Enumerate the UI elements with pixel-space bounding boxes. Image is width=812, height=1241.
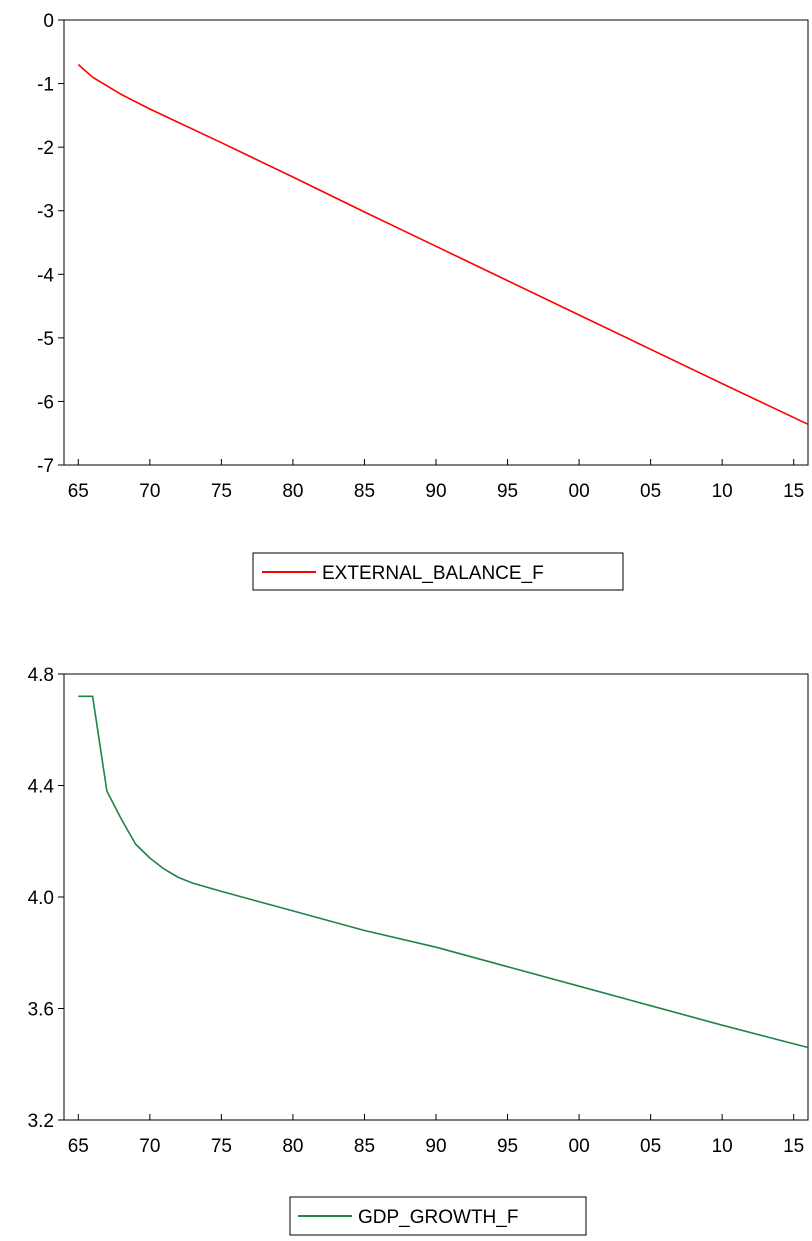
x-tick-label: 95 bbox=[497, 481, 518, 502]
y-tick-label: 4.4 bbox=[28, 777, 55, 798]
y-tick-label: -7 bbox=[37, 456, 54, 477]
series-group bbox=[77, 63, 809, 426]
y-tick-label: 4.8 bbox=[28, 665, 54, 686]
external-balance-chart: 0 -1 -2 -3 -4 -5 -6 -7 65 70 75 80 85 90 95 00 05 10 15 E… bbox=[37, 11, 809, 591]
x-tick-label: 80 bbox=[282, 481, 303, 502]
gdp-growth-chart: 4.8 4.4 4.0 3.6 3.2 65 70 75 80 85 90 95 00 05 10 15 G… bbox=[28, 665, 809, 1236]
x-axis: 65 70 75 80 85 90 95 00 05 10 15 bbox=[68, 459, 804, 502]
y-tick-label: -5 bbox=[37, 329, 54, 350]
x-tick-label: 85 bbox=[354, 481, 375, 502]
x-tick-label: 75 bbox=[211, 1136, 232, 1157]
x-tick-label: 90 bbox=[425, 1136, 446, 1157]
x-tick-label: 90 bbox=[425, 481, 446, 502]
legend: EXTERNAL_BALANCE_F bbox=[252, 552, 624, 591]
y-tick-label: -4 bbox=[37, 265, 54, 286]
legend-label: EXTERNAL_BALANCE_F bbox=[322, 563, 544, 584]
x-tick-label: 10 bbox=[712, 481, 733, 502]
x-tick-label: 75 bbox=[211, 481, 232, 502]
y-tick-label: -3 bbox=[37, 202, 54, 223]
x-tick-label: 80 bbox=[282, 1136, 303, 1157]
x-tick-label: 15 bbox=[783, 1136, 804, 1157]
x-axis: 65 70 75 80 85 90 95 00 05 10 15 bbox=[68, 1114, 804, 1157]
y-axis: 4.8 4.4 4.0 3.6 3.2 bbox=[28, 665, 64, 1132]
legend: GDP_GROWTH_F bbox=[289, 1196, 587, 1236]
x-tick-label: 15 bbox=[783, 481, 804, 502]
x-tick-label: 65 bbox=[68, 1136, 89, 1157]
series-line bbox=[78, 695, 809, 1049]
y-tick-label: 3.6 bbox=[28, 1000, 54, 1021]
y-tick-label: 4.0 bbox=[28, 888, 54, 909]
legend-label: GDP_GROWTH_F bbox=[358, 1207, 518, 1228]
x-tick-label: 70 bbox=[139, 1136, 160, 1157]
y-tick-label: -2 bbox=[37, 138, 54, 159]
x-tick-label: 85 bbox=[354, 1136, 375, 1157]
y-tick-label: 0 bbox=[43, 11, 54, 32]
x-tick-label: 10 bbox=[712, 1136, 733, 1157]
series-group bbox=[78, 695, 809, 1049]
x-tick-label: 00 bbox=[569, 481, 590, 502]
y-tick-label: 3.2 bbox=[28, 1111, 54, 1132]
x-tick-label: 95 bbox=[497, 1136, 518, 1157]
series-line bbox=[77, 63, 809, 426]
y-axis: 0 -1 -2 -3 -4 -5 -6 -7 bbox=[37, 11, 64, 477]
y-tick-label: -1 bbox=[37, 75, 54, 96]
x-tick-label: 00 bbox=[569, 1136, 590, 1157]
y-tick-label: -6 bbox=[37, 392, 54, 413]
x-tick-label: 05 bbox=[640, 1136, 661, 1157]
x-tick-label: 70 bbox=[139, 481, 160, 502]
x-tick-label: 65 bbox=[68, 481, 89, 502]
plot-frame bbox=[63, 19, 809, 466]
x-tick-label: 05 bbox=[640, 481, 661, 502]
plot-frame bbox=[63, 673, 809, 1121]
